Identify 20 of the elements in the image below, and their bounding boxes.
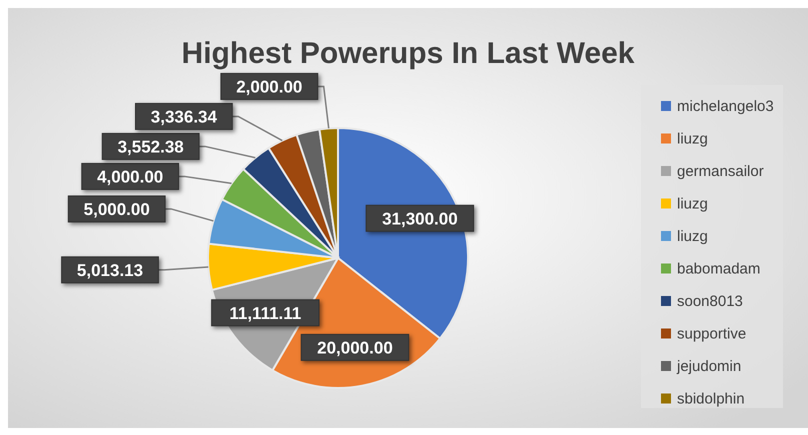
data-label: 5,013.13 — [76, 260, 144, 280]
data-label: 2,000.00 — [236, 77, 302, 96]
legend-label: liuzg — [677, 130, 708, 148]
legend-label: michelangelo3 — [677, 98, 774, 115]
data-label: 31,300.00 — [382, 209, 458, 228]
legend-label: germansailor — [677, 163, 764, 180]
legend-label: supportive — [677, 326, 746, 342]
legend-label: sbidolphin — [677, 390, 745, 408]
legend-label: jejudomin — [676, 358, 742, 375]
data-label: 3,552.38 — [118, 137, 184, 156]
data-label: 4,000.00 — [97, 167, 164, 186]
legend-label: liuzg — [677, 196, 708, 212]
data-label: 11,111.11 — [229, 304, 302, 323]
data-label: 5,000.00 — [84, 200, 150, 219]
data-label: 3,336.34 — [150, 107, 218, 126]
legend-label: liuzg — [677, 228, 708, 245]
legend-label: soon8013 — [677, 293, 743, 310]
chart-title: Highest Powerups In Last Week — [182, 37, 635, 70]
legend-label: babomadam — [677, 260, 760, 278]
data-label: 20,000.00 — [317, 338, 393, 358]
